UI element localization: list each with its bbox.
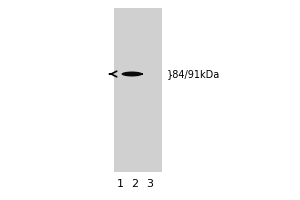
Text: 2: 2 bbox=[131, 179, 139, 189]
Bar bbox=[114, 8, 162, 172]
Text: 1: 1 bbox=[116, 179, 124, 189]
Text: }84/91kDa: }84/91kDa bbox=[167, 69, 220, 79]
Bar bbox=[138, 73, 143, 75]
Ellipse shape bbox=[122, 72, 142, 76]
Text: 3: 3 bbox=[146, 179, 154, 189]
